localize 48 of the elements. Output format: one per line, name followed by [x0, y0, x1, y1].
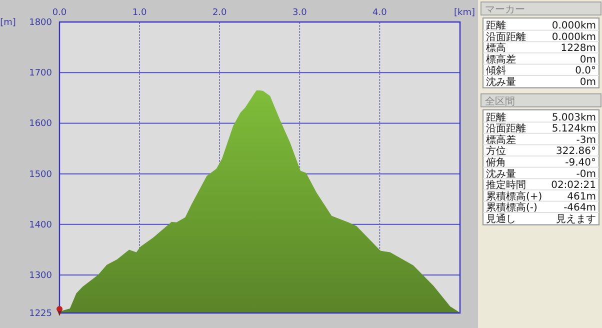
text: 標高差	[486, 53, 516, 66]
text: 距離	[486, 111, 506, 124]
text: 沿面距離	[486, 30, 526, 43]
text: -3m	[576, 134, 596, 146]
text: 方位	[486, 145, 506, 158]
text: 俯角	[486, 156, 506, 168]
text: 0.0°	[575, 66, 596, 77]
text: 0.000km	[552, 32, 596, 43]
text: 推定時間	[486, 179, 526, 192]
text: 累積標高(-)	[486, 202, 538, 214]
y-tick-label: 1300	[29, 271, 52, 282]
text: 沈み量	[486, 168, 516, 180]
x-tick-label: 4.0	[372, 8, 388, 18]
x-tick-label: 2.0	[212, 8, 228, 18]
text: 5.003km	[552, 112, 596, 124]
y-tick-label: 1600	[29, 119, 52, 130]
text: 02:02:21	[551, 180, 596, 192]
text: 傾斜	[486, 64, 506, 77]
y-tick-label: 1400	[29, 220, 52, 230]
text: 沿面距離	[486, 122, 526, 135]
text: 標高	[486, 42, 506, 54]
x-tick-label: 3.0	[292, 8, 308, 18]
x-axis-title: [km]	[454, 8, 475, 18]
text: 461m	[567, 191, 596, 202]
x-tick-label: 0.0	[52, 8, 67, 18]
text: 0.000km	[552, 20, 596, 32]
text: 全区間	[485, 95, 515, 108]
y-tick-label: 1700	[29, 68, 52, 79]
text: 標高差	[486, 134, 516, 146]
text: マーカー	[485, 4, 525, 16]
y-axis-title: [m]	[0, 18, 16, 28]
text: 0m	[580, 54, 596, 66]
text: 見えます	[556, 214, 596, 225]
y-tick-label: 1500	[29, 170, 52, 180]
text: 322.86°	[556, 146, 596, 158]
y-tick-label: 1800	[29, 18, 52, 28]
text: 1228m	[560, 43, 596, 54]
text: 見通し	[486, 213, 516, 225]
text: 距離	[486, 20, 506, 32]
text: 5.124km	[552, 124, 596, 135]
text: -9.40°	[565, 158, 596, 168]
text: -0m	[576, 168, 596, 180]
y-tick-label: 1225	[29, 309, 52, 319]
x-tick-label: 1.0	[132, 8, 147, 18]
text: 累積標高(+)	[486, 190, 542, 202]
text: -464m	[564, 202, 596, 214]
text: 沈み量	[486, 76, 516, 88]
text: 0m	[580, 77, 596, 88]
